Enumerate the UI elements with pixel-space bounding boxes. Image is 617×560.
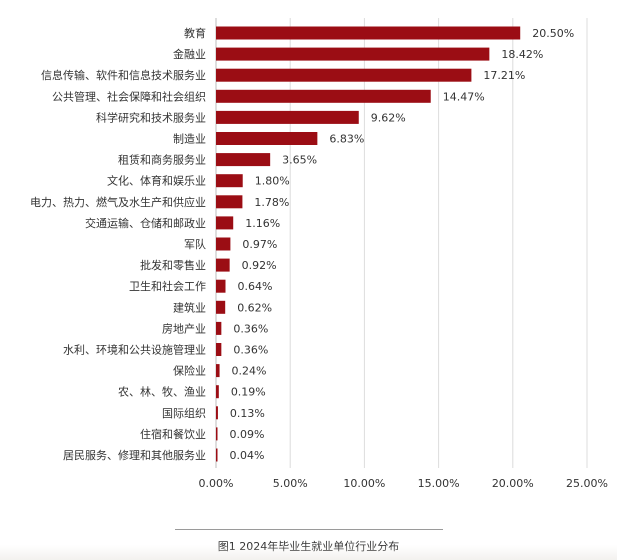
x-tick-label: 20.00%: [492, 477, 534, 490]
value-label: 18.42%: [501, 48, 543, 61]
category-label: 交通运输、仓储和邮政业: [85, 216, 206, 230]
x-axis-ticks: 0.00% 5.00% 10.00% 15.00% 20.00% 25.00%: [199, 477, 608, 490]
category-label: 教育: [184, 26, 206, 40]
x-tick-label: 0.00%: [199, 477, 234, 490]
category-label: 制造业: [173, 132, 206, 146]
value-label: 0.04%: [230, 449, 265, 462]
bar: [216, 237, 231, 251]
category-label: 住宿和餐饮业: [140, 427, 206, 441]
bar: [216, 110, 359, 124]
value-label: 0.97%: [242, 238, 277, 251]
category-label: 公共管理、社会保障和社会组织: [52, 89, 206, 103]
bar: [216, 343, 222, 356]
value-label: 0.09%: [230, 428, 265, 441]
category-label: 军队: [184, 237, 206, 251]
bar: [216, 406, 218, 420]
category-label: 水利、环境和公共设施管理业: [63, 343, 206, 357]
bar: [216, 300, 226, 314]
x-tick-label: 10.00%: [343, 477, 385, 490]
value-labels: 20.50% 18.42% 17.21% 14.47% 9.62% 6.83% 3.65% 1…: [230, 27, 575, 462]
value-label: 20.50%: [532, 27, 574, 40]
category-label: 卫生和社会工作: [129, 279, 206, 293]
value-label: 0.19%: [231, 386, 266, 399]
x-tick-label: 25.00%: [566, 477, 608, 490]
value-label: 1.78%: [254, 196, 289, 209]
value-label: 14.47%: [443, 90, 485, 103]
category-label: 电力、热力、燃气及水生产和供应业: [30, 195, 206, 209]
value-label: 1.80%: [255, 175, 290, 188]
category-label: 文化、体育和娱乐业: [107, 174, 206, 188]
value-label: 1.16%: [245, 217, 280, 230]
value-label: 6.83%: [329, 133, 364, 146]
category-label: 国际组织: [162, 406, 206, 420]
bar: [216, 216, 234, 230]
bar: [216, 174, 243, 188]
bar-chart: 教育金融业信息传输、软件和信息技术服务业公共管理、社会保障和社会组织科学研究和技…: [30, 18, 608, 490]
x-tick-label: 15.00%: [418, 477, 460, 490]
bar: [216, 153, 271, 167]
bar: [216, 321, 222, 335]
bar: [216, 279, 226, 293]
bar: [216, 258, 230, 272]
value-label: 3.65%: [282, 154, 317, 167]
category-label: 居民服务、修理和其他服务业: [63, 448, 206, 462]
category-labels: 教育金融业信息传输、软件和信息技术服务业公共管理、社会保障和社会组织科学研究和技…: [30, 26, 206, 462]
category-label: 信息传输、软件和信息技术服务业: [41, 68, 206, 82]
value-label: 0.36%: [233, 344, 268, 357]
value-label: 17.21%: [483, 69, 525, 82]
category-label: 农、林、牧、渔业: [118, 385, 206, 399]
value-label: 9.62%: [371, 111, 406, 124]
category-label: 批发和零售业: [140, 258, 206, 272]
bar: [216, 364, 220, 378]
bar: [216, 26, 521, 40]
bar: [216, 385, 219, 399]
value-label: 0.13%: [230, 407, 265, 420]
bar: [216, 132, 318, 145]
decorative-footer-fade: [0, 545, 617, 560]
bar: [216, 89, 431, 103]
bar: [216, 427, 218, 441]
value-label: 0.92%: [242, 259, 277, 272]
category-label: 租赁和商务服务业: [118, 153, 206, 167]
value-label: 0.64%: [237, 280, 272, 293]
bars: [216, 26, 521, 462]
bar: [216, 68, 472, 82]
bar: [216, 195, 243, 209]
category-label: 房地产业: [162, 321, 206, 335]
category-label: 科学研究和技术服务业: [96, 110, 206, 124]
category-label: 保险业: [173, 364, 206, 378]
bar: [216, 47, 490, 61]
value-label: 0.36%: [233, 322, 268, 335]
x-tick-label: 5.00%: [273, 477, 308, 490]
caption-divider: [175, 529, 443, 530]
bar: [216, 448, 218, 462]
category-label: 建筑业: [173, 300, 206, 314]
value-label: 0.62%: [237, 301, 272, 314]
value-label: 0.24%: [232, 365, 267, 378]
category-label: 金融业: [173, 47, 206, 61]
